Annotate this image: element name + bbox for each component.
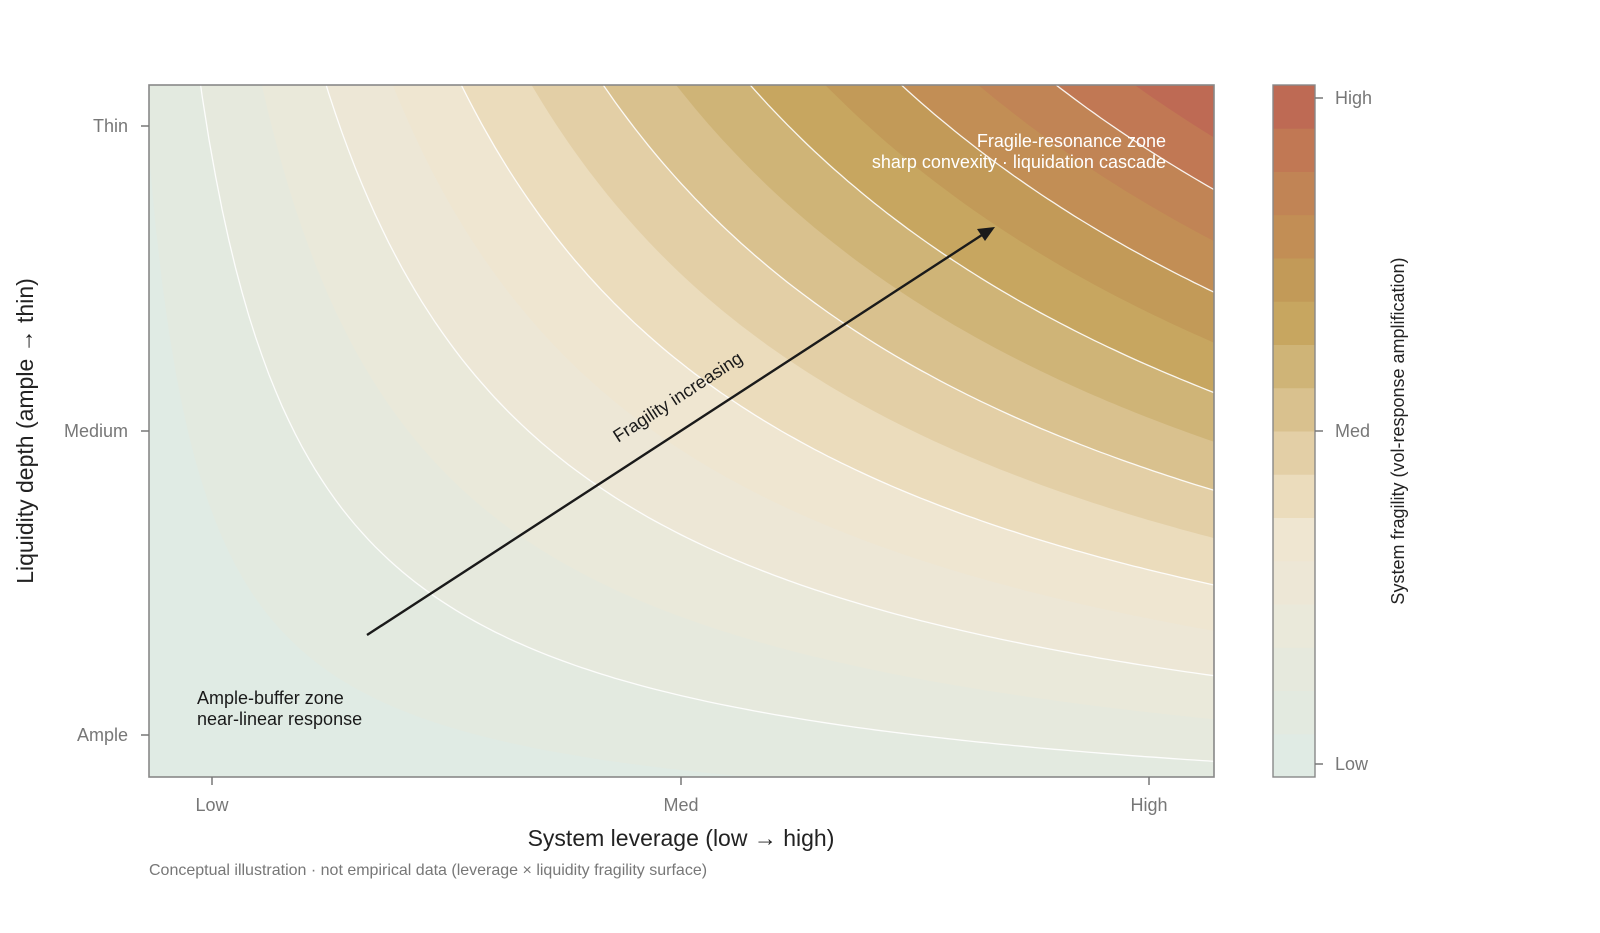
plot-area [149, 85, 1214, 777]
colorbar-band-8 [1273, 387, 1315, 432]
colorbar-label: System fragility (vol-response amplifica… [1388, 257, 1408, 604]
fragility-arrow-head [977, 227, 995, 241]
y-axis: Thin Medium Ample Liquidity depth (ample… [12, 116, 149, 745]
x-tick-label-med: Med [663, 795, 698, 815]
colorbar-band-7 [1273, 431, 1315, 475]
y-axis-label: Liquidity depth (ample → thin) [12, 278, 38, 584]
x-axis-label: System leverage (low → high) [528, 825, 835, 851]
contour-line-6 [460, 85, 1214, 586]
colorbar-band-12 [1273, 214, 1315, 259]
colorbar-band-1 [1273, 690, 1315, 735]
colorbar-band-4 [1273, 560, 1315, 605]
colorbar-band-13 [1273, 171, 1315, 216]
colorbar-band-6 [1273, 474, 1315, 518]
ample-zone-title: Ample-buffer zone [197, 688, 344, 708]
y-tick-label-medium: Medium [64, 421, 128, 441]
footnote: Conceptual illustration · not empirical … [149, 862, 707, 879]
colorbar-band-9 [1273, 344, 1315, 389]
contour-line-12 [900, 85, 1214, 293]
colorbar-band-15 [1273, 85, 1315, 129]
colorbar-band-10 [1273, 301, 1315, 345]
colorbar-band-5 [1273, 517, 1315, 562]
colorbar-tick-label-med: Med [1335, 421, 1370, 441]
contour-bands [149, 85, 1214, 777]
colorbar-band-11 [1273, 258, 1315, 302]
x-axis: Low Med High System leverage (low → high… [195, 777, 1168, 851]
ample-zone-subtitle: near-linear response [197, 709, 362, 729]
x-tick-label-high: High [1130, 795, 1167, 815]
fragile-zone-subtitle: sharp convexity · liquidation cascade [872, 152, 1166, 172]
colorbar: High Med Low System fragility (vol-respo… [1272, 84, 1408, 778]
x-tick-label-low: Low [195, 795, 229, 815]
fragile-zone-title: Fragile-resonance zone [977, 131, 1166, 151]
contour-line-4 [325, 85, 1214, 677]
contour-band-15 [1134, 85, 1214, 138]
colorbar-band-2 [1273, 647, 1315, 691]
contour-line-10 [749, 85, 1214, 394]
y-tick-label-ample: Ample [77, 725, 128, 745]
y-tick-label-thin: Thin [93, 116, 128, 136]
fragility-arrow-line [366, 231, 986, 637]
colorbar-band-3 [1273, 604, 1315, 648]
contour-line-8 [602, 85, 1214, 491]
contour-line-2 [199, 85, 1214, 763]
colorbar-tick-label-high: High [1335, 88, 1372, 108]
colorbar-tick-label-low: Low [1335, 754, 1369, 774]
colorbar-band-14 [1273, 128, 1315, 172]
colorbar-bands [1273, 85, 1315, 778]
colorbar-band-0 [1273, 733, 1315, 778]
contour-lines [199, 85, 1214, 763]
